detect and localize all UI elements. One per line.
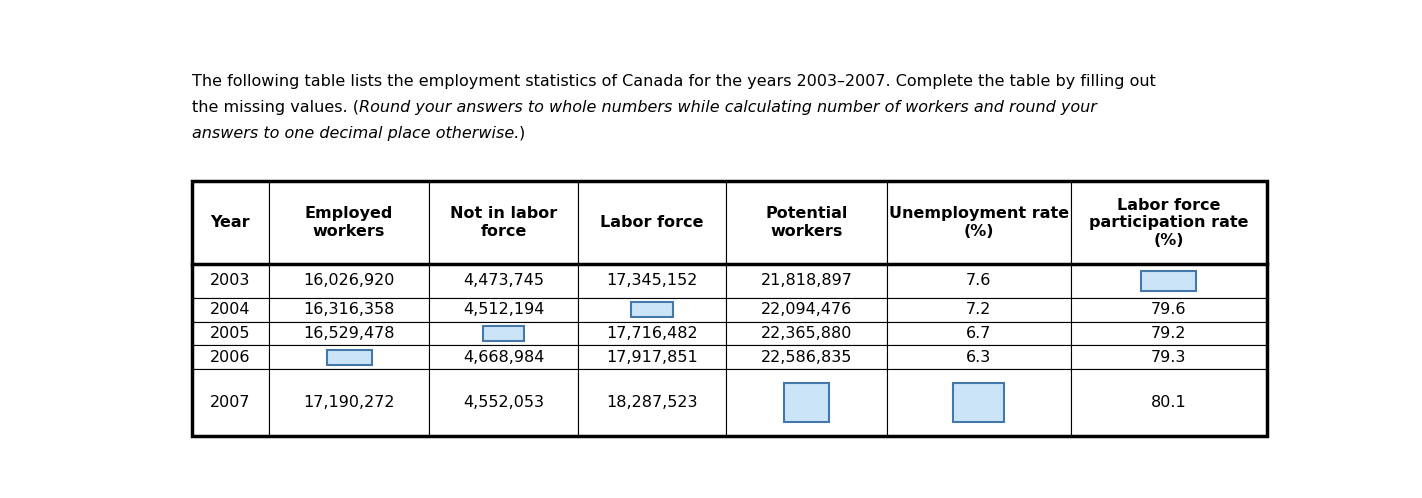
Text: 79.3: 79.3 [1150, 350, 1186, 365]
Text: 79.6: 79.6 [1150, 302, 1186, 317]
Text: Employed
workers: Employed workers [304, 206, 394, 239]
Bar [784, 382, 829, 422]
Bar [577, 264, 727, 298]
Bar [577, 298, 727, 322]
Text: 17,190,272: 17,190,272 [303, 395, 395, 410]
Text: 4,512,194: 4,512,194 [462, 302, 545, 317]
Text: 6.7: 6.7 [966, 326, 991, 341]
Bar [1071, 264, 1267, 298]
Bar [727, 346, 886, 370]
Bar [631, 302, 673, 317]
Text: Not in labor
force: Not in labor force [449, 206, 557, 239]
Text: 4,668,984: 4,668,984 [462, 350, 545, 365]
Text: 17,917,851: 17,917,851 [606, 350, 698, 365]
Bar [192, 346, 269, 370]
Text: Year: Year [210, 215, 250, 230]
Text: answers to one decimal place otherwise.: answers to one decimal place otherwise. [192, 126, 519, 141]
Bar [577, 322, 727, 346]
Text: Round your answers to whole numbers while calculating number of workers and roun: Round your answers to whole numbers whil… [358, 100, 1096, 115]
Bar [886, 346, 1071, 370]
Text: 16,529,478: 16,529,478 [303, 326, 395, 341]
Text: 4,552,053: 4,552,053 [464, 395, 545, 410]
Bar [269, 298, 429, 322]
Text: 21,818,897: 21,818,897 [761, 273, 852, 288]
Bar [727, 264, 886, 298]
Bar [886, 298, 1071, 322]
Text: 6.3: 6.3 [966, 350, 991, 365]
Text: The following table lists the employment statistics of Canada for the years 2003: The following table lists the employment… [192, 74, 1156, 89]
Bar [1071, 322, 1267, 346]
Text: 80.1: 80.1 [1150, 395, 1186, 410]
Text: Unemployment rate
(%): Unemployment rate (%) [889, 206, 1069, 239]
Text: 16,026,920: 16,026,920 [303, 273, 395, 288]
Text: 22,365,880: 22,365,880 [761, 326, 852, 341]
Text: the missing values. (: the missing values. ( [192, 100, 358, 115]
Text: 2005: 2005 [210, 326, 250, 341]
Bar [886, 322, 1071, 346]
Bar [429, 264, 577, 298]
Bar [192, 322, 269, 346]
Bar [429, 298, 577, 322]
Bar [192, 370, 269, 436]
Bar [886, 264, 1071, 298]
Text: Potential
workers: Potential workers [765, 206, 848, 239]
Bar [953, 382, 1004, 422]
Bar [269, 322, 429, 346]
Text: 79.2: 79.2 [1150, 326, 1186, 341]
Text: 22,094,476: 22,094,476 [761, 302, 852, 317]
Bar [1071, 346, 1267, 370]
Text: Labor force
participation rate
(%): Labor force participation rate (%) [1089, 198, 1249, 248]
Text: 17,345,152: 17,345,152 [606, 273, 698, 288]
Text: 18,287,523: 18,287,523 [606, 395, 698, 410]
Bar [269, 264, 429, 298]
Bar [577, 346, 727, 370]
Text: 7.2: 7.2 [966, 302, 991, 317]
Text: 17,716,482: 17,716,482 [606, 326, 698, 341]
Bar [727, 298, 886, 322]
Text: ): ) [519, 126, 525, 141]
Text: 22,586,835: 22,586,835 [761, 350, 852, 365]
Text: 2004: 2004 [210, 302, 250, 317]
Bar [727, 322, 886, 346]
Bar [269, 346, 429, 370]
Text: 2006: 2006 [210, 350, 250, 365]
Bar [327, 350, 371, 365]
Text: 2003: 2003 [210, 273, 250, 288]
Bar [482, 326, 525, 341]
Text: Labor force: Labor force [600, 215, 704, 230]
Text: 2007: 2007 [210, 395, 250, 410]
Text: 7.6: 7.6 [966, 273, 991, 288]
Text: 4,473,745: 4,473,745 [464, 273, 545, 288]
Bar [192, 298, 269, 322]
Bar [429, 346, 577, 370]
Bar [192, 264, 269, 298]
Bar [429, 322, 577, 346]
Text: 16,316,358: 16,316,358 [303, 302, 395, 317]
Bar [1142, 270, 1196, 291]
Bar [192, 181, 269, 264]
Bar [1071, 298, 1267, 322]
